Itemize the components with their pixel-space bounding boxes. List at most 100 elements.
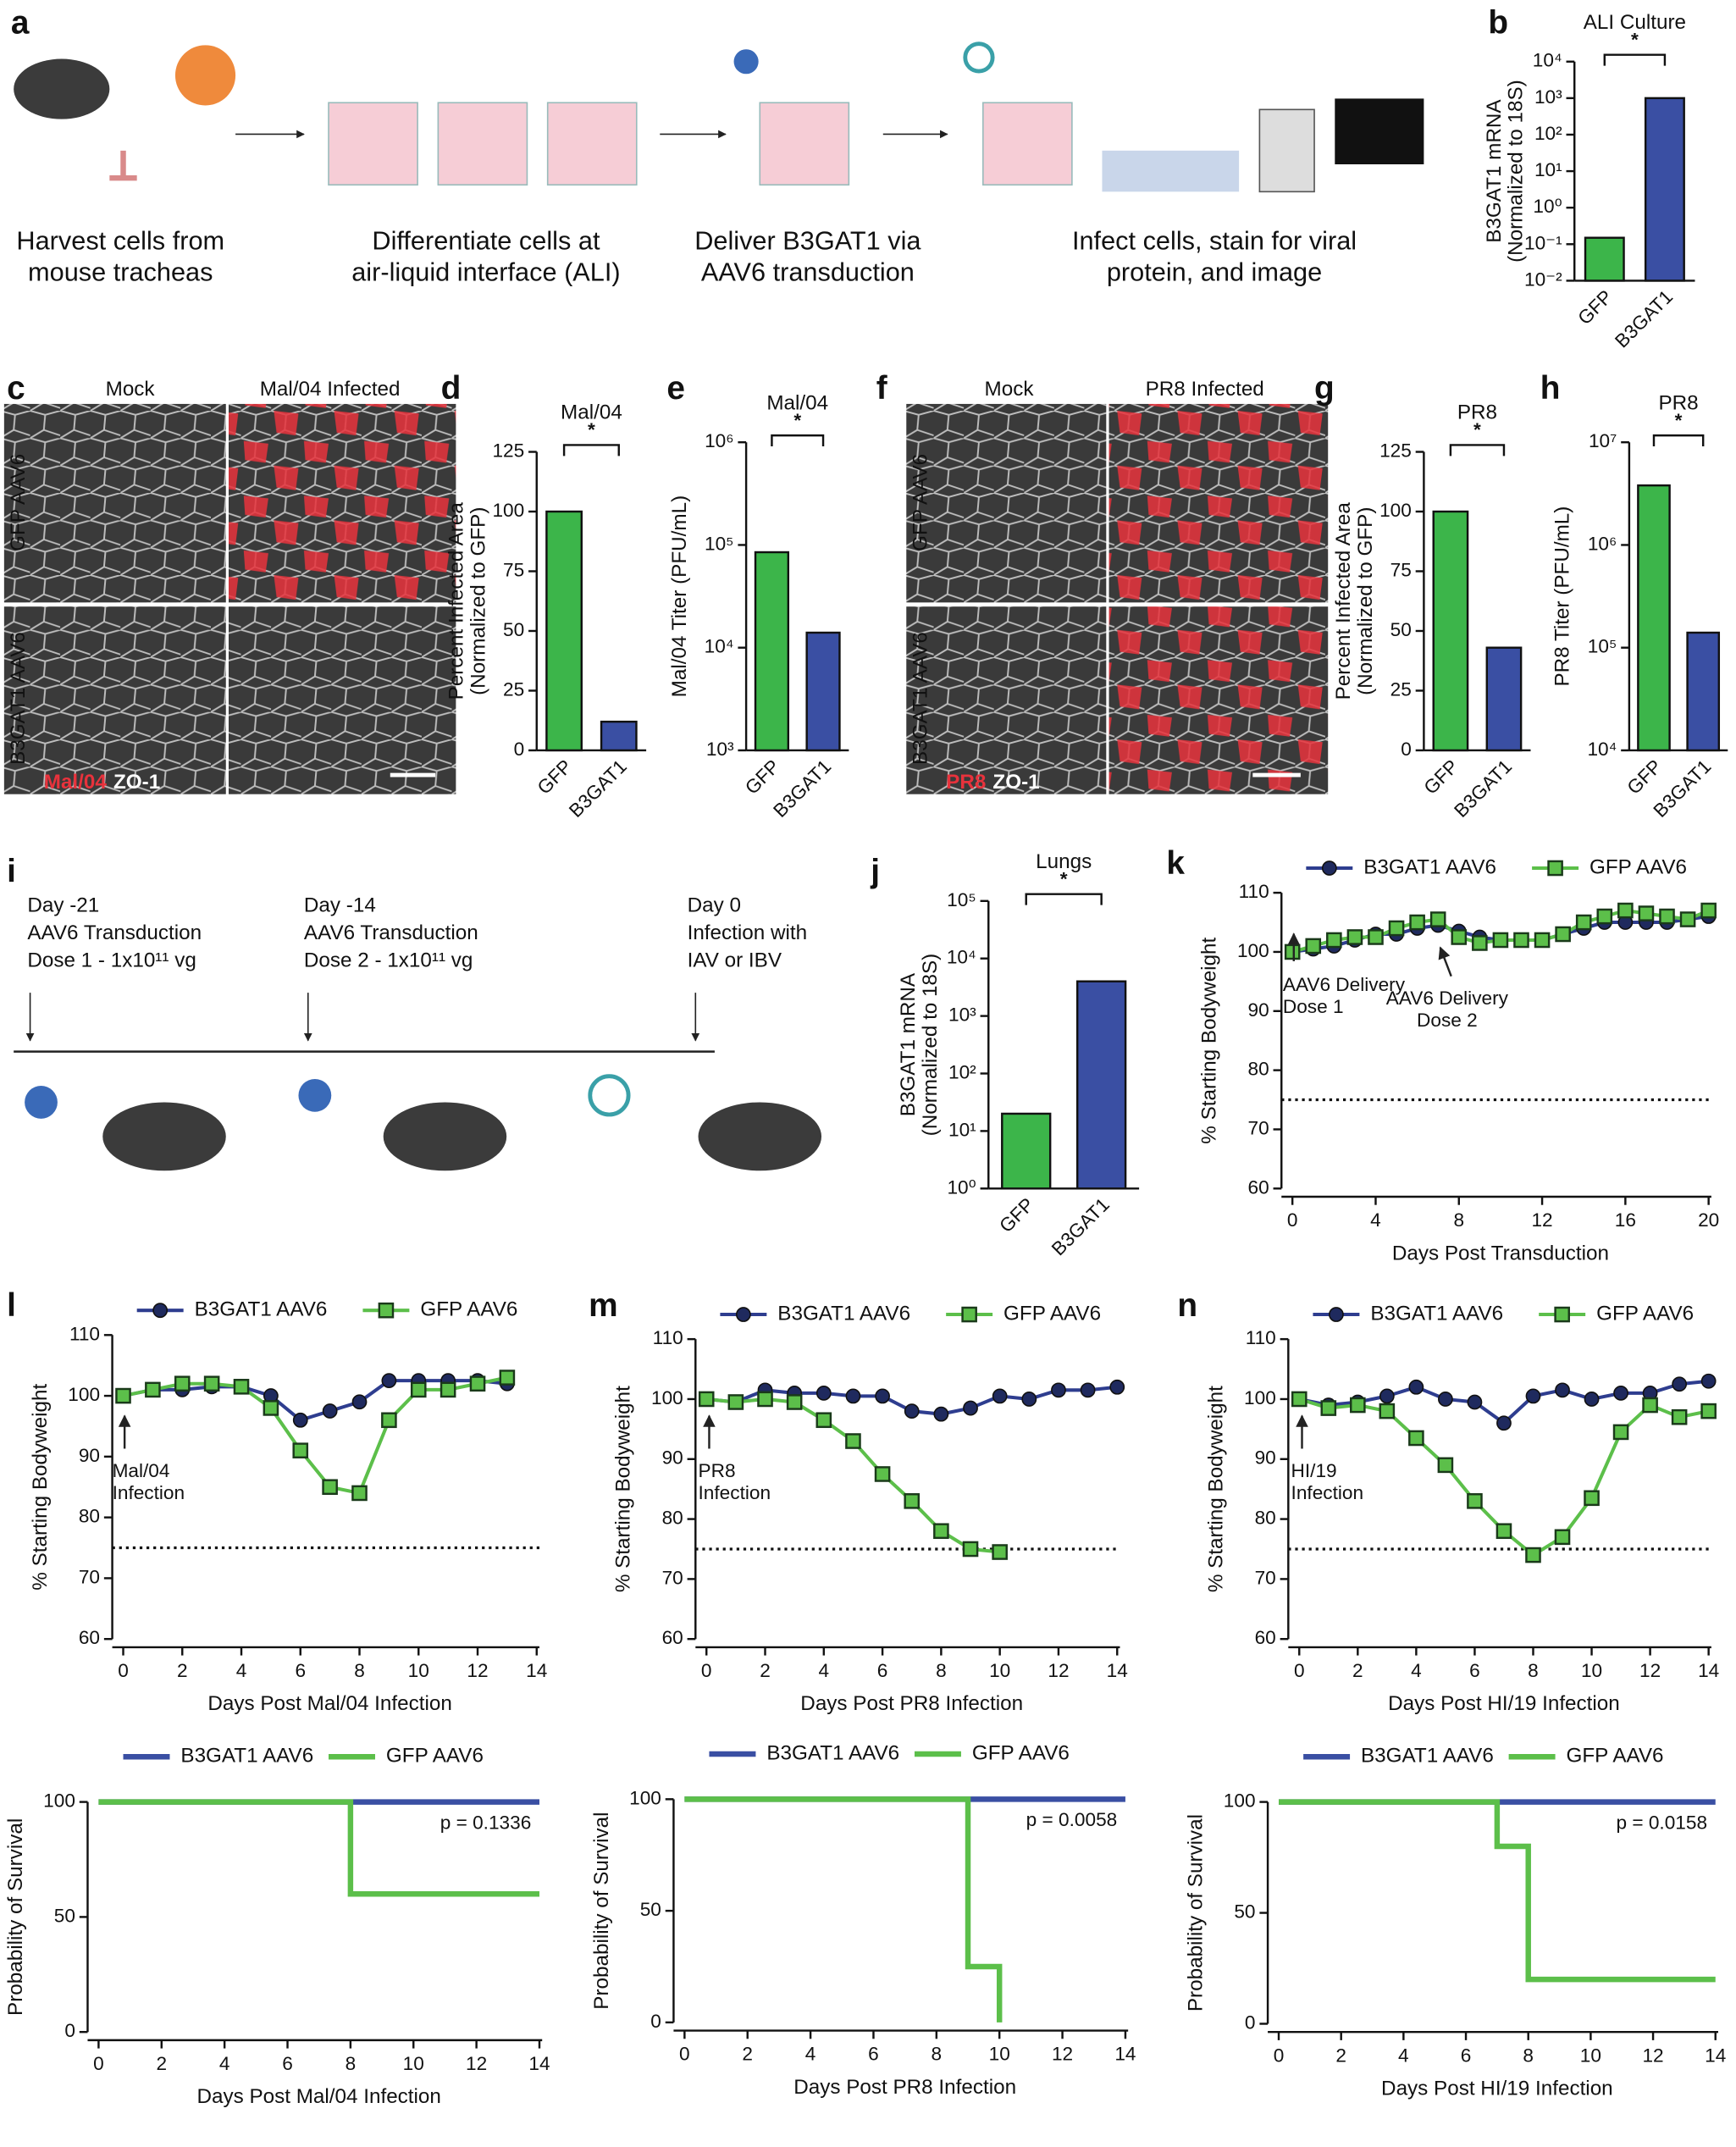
x-tick-label: 4: [1411, 1660, 1422, 1681]
y-tick-label: 110: [653, 1327, 683, 1348]
x-tick-label: 0: [1294, 1660, 1305, 1681]
annotation: AAV6 Delivery: [1283, 974, 1406, 995]
y-axis-label: % Starting Bodyweight: [29, 1383, 52, 1590]
significance: *: [1675, 410, 1683, 431]
point: [1555, 1382, 1570, 1398]
x-tick-label: 4: [805, 2044, 816, 2065]
stain-label: PR8 ZO-1: [946, 771, 1040, 794]
x-tick-label: 10: [989, 2044, 1010, 2065]
x-tick-label: 0: [118, 1660, 129, 1681]
significance: *: [1631, 29, 1639, 50]
point: [1584, 1490, 1600, 1507]
point: [1700, 1373, 1717, 1389]
stain-name: ZO-1: [113, 771, 160, 794]
point: [322, 1403, 338, 1419]
y-tick-label: 10²: [948, 1061, 976, 1082]
legend-marker: [1547, 860, 1563, 877]
y-tick-label: 110: [1246, 1327, 1276, 1348]
timeline-text: Dose 1 - 1x10¹¹ vg: [27, 949, 196, 971]
y-tick-label: 50: [503, 619, 524, 640]
x-tick-label: 8: [1523, 2045, 1534, 2066]
y-tick-label: 125: [1379, 440, 1412, 461]
point: [1408, 1379, 1424, 1395]
point: [1467, 1493, 1483, 1509]
row-label: GFP AAV6: [909, 454, 932, 551]
bar: [1432, 510, 1469, 752]
row-label: B3GAT1 AAV6: [7, 632, 30, 765]
y-axis-label: Percent Infected Area: [1332, 502, 1355, 700]
point: [1575, 914, 1592, 931]
x-tick-label: 8: [346, 2053, 357, 2074]
x-axis-label: Days Post PR8 Infection: [793, 2076, 1016, 2099]
epithelium-icon: [1102, 150, 1240, 192]
point: [351, 1485, 368, 1502]
caption: Differentiate cells at: [372, 225, 600, 255]
point: [1679, 911, 1696, 927]
well: [759, 102, 850, 186]
x-tick-label: 2: [1352, 1660, 1363, 1681]
x-tick-label: 2: [742, 2044, 753, 2065]
x-tick-label: B3GAT1: [565, 755, 631, 822]
legend-marker: [1554, 1306, 1570, 1323]
point: [1379, 1388, 1395, 1404]
y-tick-label: 90: [79, 1445, 100, 1466]
point: [1368, 929, 1384, 945]
y-tick-label: 10³: [1534, 86, 1562, 108]
point: [757, 1391, 773, 1408]
x-tick-label: 6: [1461, 2045, 1472, 2066]
y-axis-label: Mal/04 Titer (PFU/mL): [668, 495, 691, 698]
y-tick-label: 10⁶: [1588, 533, 1617, 554]
stain-label: Mal/04 ZO-1: [44, 771, 160, 794]
column-label: PR8 Infected: [1146, 378, 1264, 401]
legend-marker: [1329, 1307, 1344, 1322]
mouse-icon: [102, 1102, 226, 1171]
x-axis-label: Days Post PR8 Infection: [800, 1692, 1023, 1715]
y-tick-label: 50: [1234, 1901, 1255, 1923]
point: [1672, 1376, 1688, 1392]
x-tick-label: 12: [1642, 2045, 1663, 2066]
point: [1638, 905, 1655, 921]
annotation: AAV6 Delivery: [1386, 988, 1509, 1009]
legend-marker: [1321, 860, 1337, 876]
x-tick-label: 12: [466, 2053, 487, 2074]
stain-name: Mal/04: [44, 771, 108, 794]
y-tick-label: 10⁴: [1587, 739, 1617, 760]
x-tick-label: 8: [354, 1660, 365, 1681]
micrograph: [228, 403, 456, 603]
y-tick-label: 0: [514, 739, 525, 760]
x-tick-label: 10: [408, 1660, 429, 1681]
legend-marker: [735, 1307, 751, 1322]
y-tick-label: 10⁵: [947, 889, 976, 910]
point: [1388, 920, 1405, 937]
x-axis-label: Days Post HI/19 Infection: [1381, 2078, 1613, 2100]
point: [904, 1493, 921, 1509]
y-tick-label: 70: [79, 1566, 100, 1587]
point: [1451, 929, 1468, 945]
x-tick-label: 0: [679, 2044, 690, 2065]
point: [698, 1391, 715, 1408]
point: [1584, 1392, 1600, 1407]
y-tick-label: 100: [651, 1387, 683, 1408]
y-axis-label: % Starting Bodyweight: [1198, 937, 1221, 1143]
point: [815, 1385, 832, 1401]
micrograph: [1108, 606, 1329, 794]
timeline-text: Day -14: [304, 894, 376, 917]
significance: *: [1473, 419, 1481, 440]
x-tick-label: 8: [932, 2044, 943, 2065]
x-tick-label: 6: [1469, 1660, 1480, 1681]
p-value: p = 0.1336: [440, 1812, 532, 1833]
point: [1613, 1385, 1628, 1401]
y-axis-label: (Normalized to 18S): [1505, 80, 1528, 263]
y-tick-label: 100: [1224, 1790, 1256, 1812]
panel-letter: n: [1177, 1287, 1197, 1324]
x-tick-label: 8: [936, 1660, 947, 1681]
point: [1320, 1400, 1337, 1416]
well: [437, 102, 528, 186]
microscope-icon: [1258, 108, 1315, 193]
y-axis-label: Probability of Survival: [4, 1818, 27, 2016]
y-tick-label: 60: [1248, 1176, 1269, 1198]
point: [1326, 932, 1342, 949]
x-tick-label: 4: [819, 1660, 830, 1681]
x-tick-label: 2: [156, 2053, 167, 2074]
